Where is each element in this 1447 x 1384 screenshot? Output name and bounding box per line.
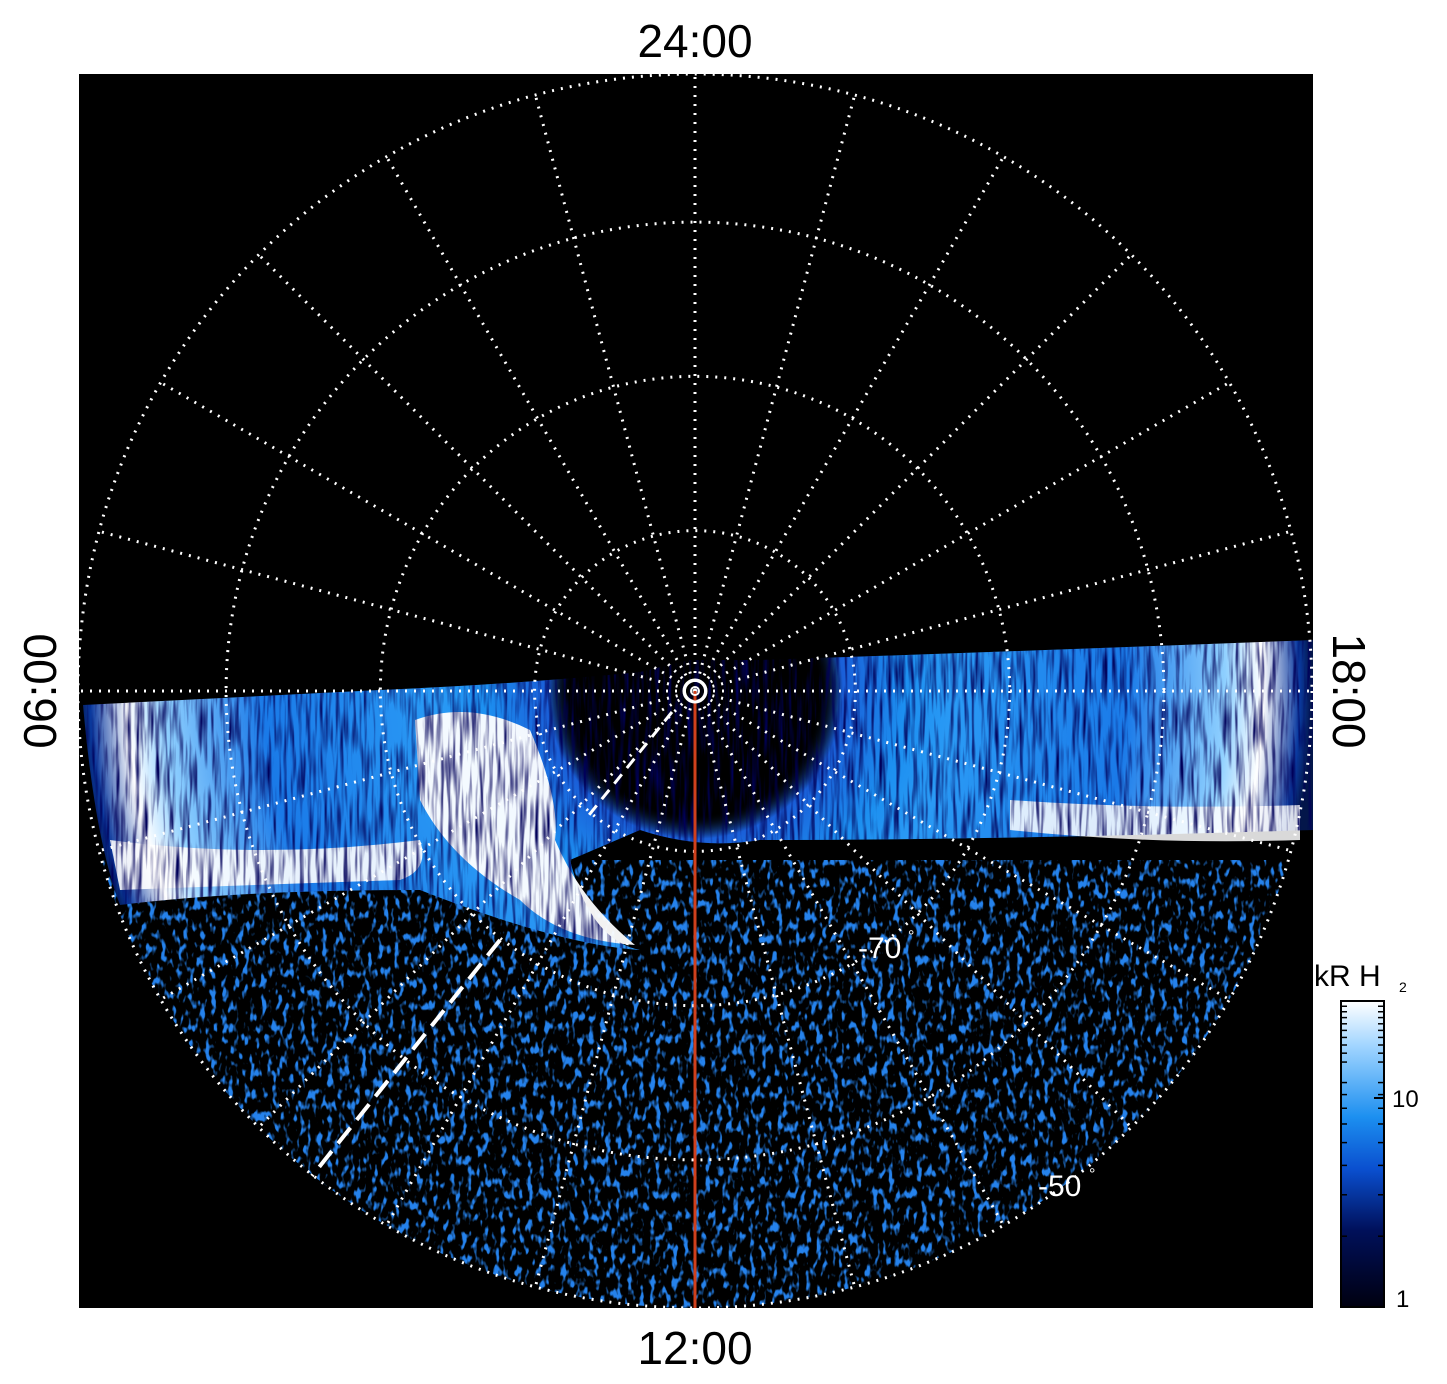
- colorbar: kR H 2 10 1: [1314, 960, 1419, 1313]
- latitude-circle: [533, 529, 857, 853]
- local-time-meridian: [693, 689, 1133, 1129]
- local-time-meridian: [159, 381, 696, 693]
- local-time-label-right: 18:00: [1323, 633, 1375, 748]
- latitude-degree-50: °: [1089, 1166, 1095, 1183]
- local-time-meridian: [693, 155, 1005, 692]
- local-time-meridian: [257, 689, 697, 1129]
- local-time-label-left: 06:00: [14, 633, 66, 748]
- latitude-label-50: -50: [1038, 1170, 1081, 1203]
- local-time-meridian: [98, 529, 696, 693]
- latitude-label-70: -70: [858, 932, 901, 965]
- pole-marker-outer: [682, 678, 708, 704]
- local-time-meridian: [159, 689, 696, 1001]
- local-time-meridian: [694, 381, 1231, 693]
- colorbar-unit-subscript: 2: [1399, 979, 1407, 995]
- local-time-meridian: [533, 94, 697, 692]
- local-time-meridian: [694, 689, 1292, 853]
- dawn-dashed-line-outer: [310, 938, 502, 1178]
- local-time-meridian: [533, 690, 697, 1288]
- pole-marker-inner: [690, 686, 700, 696]
- local-time-meridian: [693, 690, 1005, 1227]
- local-time-meridian: [694, 529, 1292, 693]
- local-time-meridian: [693, 690, 857, 1288]
- latitude-circle: [378, 374, 1012, 1008]
- colorbar-tick-label-10: 10: [1392, 1086, 1419, 1113]
- local-time-meridian: [694, 689, 1231, 1001]
- dawn-dashed-line-inner: [583, 711, 674, 821]
- local-time-label-top: 24:00: [637, 15, 752, 67]
- latitude-circle: [79, 74, 1313, 1308]
- colorbar-unit-label: kR H: [1314, 960, 1381, 993]
- local-time-label-bottom: 12:00: [637, 1322, 752, 1374]
- local-time-meridian: [693, 94, 857, 692]
- colorbar-minor-ticks: [1341, 1005, 1384, 1237]
- local-time-meridian: [257, 253, 697, 693]
- local-time-meridian: [98, 689, 696, 853]
- auroral-oval: [83, 640, 1313, 950]
- colorbar-gradient: [1340, 1000, 1385, 1308]
- colorbar-tick-label-1: 1: [1396, 1286, 1409, 1313]
- local-time-meridian: [693, 253, 1133, 693]
- polar-grid: [79, 74, 1313, 1308]
- local-time-meridian: [385, 155, 697, 692]
- local-time-meridian: [385, 690, 697, 1227]
- latitude-degree-70: °: [908, 928, 914, 945]
